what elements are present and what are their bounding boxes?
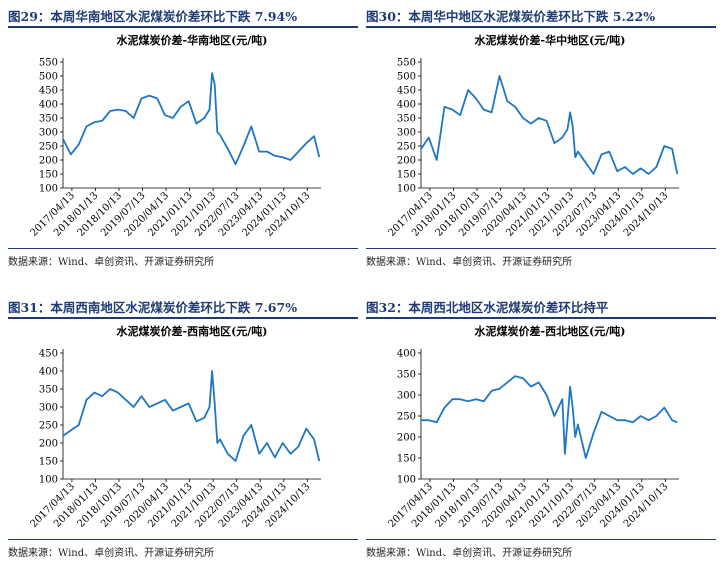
figure-title: 图30：本周华中地区水泥煤炭价差环比下跌 5.22% — [366, 9, 656, 24]
y-tick-label: 400 — [39, 100, 58, 111]
y-tick-label: 200 — [397, 433, 416, 444]
y-tick-label: 350 — [397, 370, 416, 381]
y-tick-label: 350 — [39, 114, 58, 125]
chart-title: 水泥煤炭价差-华中地区(元/吨) — [475, 33, 626, 47]
title-rule — [8, 317, 358, 319]
line-chart: 水泥煤炭价差-西南地区(元/吨) 100 150 200 250 300 350 400 450… — [28, 324, 321, 530]
line-chart: 水泥煤炭价差-华中地区(元/吨) 100 150 200 250 300 350 400 450… — [386, 33, 679, 239]
y-tick-label: 100 — [397, 184, 416, 195]
line-chart: 水泥煤炭价差-华南地区(元/吨) 100 150 200 250 300 350 400 450… — [28, 33, 321, 239]
y-tick-label: 400 — [39, 367, 58, 378]
y-tick-label: 100 — [397, 475, 416, 486]
bottom-rule — [8, 248, 358, 249]
figure-title: 图31：本周西南地区水泥煤炭价差环比下跌 7.67% — [8, 300, 298, 315]
chart-panel-central: 图30：本周华中地区水泥煤炭价差环比下跌 5.22% 水泥煤炭价差-华中地区(元… — [366, 0, 718, 282]
y-tick-label: 250 — [397, 142, 416, 153]
y-tick-label: 100 — [39, 475, 58, 486]
chart-panel-south: 图29：本周华南地区水泥煤炭价差环比下跌 7.94% 水泥煤炭价差-华南地区(元… — [8, 0, 360, 282]
source-note: 数据来源：Wind、卓创资讯、开源证券研究所 — [8, 548, 215, 559]
y-tick-label: 250 — [39, 142, 58, 153]
y-tick-label: 500 — [397, 72, 416, 83]
y-tick-label: 350 — [397, 114, 416, 125]
y-tick-label: 200 — [39, 156, 58, 167]
y-tick-label: 450 — [39, 349, 58, 360]
chart-panel-northwest: 图32：本周西北地区水泥煤炭价差环比持平 水泥煤炭价差-西北地区(元/吨) 100… — [366, 291, 718, 573]
y-tick-label: 150 — [39, 457, 58, 468]
chart-panel-southwest: 图31：本周西南地区水泥煤炭价差环比下跌 7.67% 水泥煤炭价差-西南地区(元… — [8, 291, 360, 573]
y-tick-label: 550 — [397, 58, 416, 69]
y-tick-label: 100 — [39, 184, 58, 195]
bottom-rule — [8, 539, 358, 540]
series-line — [62, 370, 321, 462]
y-tick-label: 550 — [39, 58, 58, 69]
line-chart: 水泥煤炭价差-西北地区(元/吨)100150200250300350400201… — [386, 324, 679, 530]
y-tick-label: 200 — [397, 156, 416, 167]
y-tick-label: 400 — [397, 349, 416, 360]
source-note: 数据来源：Wind、卓创资讯、开源证券研究所 — [8, 257, 215, 268]
source-note: 数据来源：Wind、卓创资讯、开源证券研究所 — [366, 257, 573, 268]
y-tick-label: 450 — [39, 86, 58, 97]
y-tick-label: 200 — [39, 439, 58, 450]
y-tick-label: 300 — [397, 128, 416, 139]
series-line — [421, 375, 678, 459]
y-tick-label: 300 — [39, 128, 58, 139]
chart-title: 水泥煤炭价差-华南地区(元/吨) — [117, 33, 268, 47]
y-tick-label: 150 — [397, 454, 416, 465]
y-tick-label: 250 — [397, 412, 416, 423]
chart-title: 水泥煤炭价差-西南地区(元/吨) — [117, 324, 268, 338]
y-tick-label: 450 — [397, 86, 416, 97]
figure-title: 图32：本周西北地区水泥煤炭价差环比持平 — [366, 300, 609, 315]
chart-title: 水泥煤炭价差-西北地区(元/吨) — [475, 324, 626, 338]
bottom-rule — [366, 539, 716, 540]
y-tick-label: 400 — [397, 100, 416, 111]
y-tick-label: 150 — [397, 170, 416, 181]
y-tick-label: 350 — [39, 385, 58, 396]
series-line — [62, 72, 321, 166]
figure-title: 图29：本周华南地区水泥煤炭价差环比下跌 7.94% — [8, 9, 298, 24]
y-tick-label: 250 — [39, 421, 58, 432]
source-note: 数据来源：Wind、卓创资讯、开源证券研究所 — [366, 548, 573, 559]
bottom-rule — [366, 248, 716, 249]
series-line — [420, 75, 679, 175]
y-tick-label: 300 — [397, 391, 416, 402]
y-tick-label: 150 — [39, 170, 58, 181]
title-rule — [366, 26, 716, 28]
title-rule — [366, 317, 716, 319]
y-tick-label: 500 — [39, 72, 58, 83]
y-tick-label: 300 — [39, 403, 58, 414]
title-rule — [8, 26, 358, 28]
